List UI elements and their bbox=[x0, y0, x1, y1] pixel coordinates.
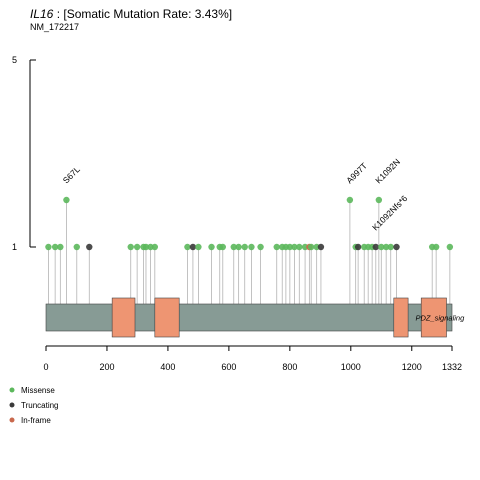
y-tick-label: 5 bbox=[12, 55, 17, 65]
mutation-point bbox=[73, 243, 80, 251]
mutation-point bbox=[257, 243, 264, 251]
x-tick-label: 1000 bbox=[341, 362, 361, 372]
mutation-point bbox=[354, 243, 362, 251]
mutation-point bbox=[346, 196, 354, 204]
mutation-label: K1092N bbox=[373, 157, 402, 186]
mutation-point bbox=[86, 243, 93, 251]
x-tick-label: 400 bbox=[160, 362, 175, 372]
chart-title-gene: IL16 bbox=[30, 7, 54, 21]
mutation-point bbox=[219, 243, 226, 251]
mutation-point bbox=[63, 196, 70, 204]
legend-swatch bbox=[9, 387, 15, 393]
mutation-point bbox=[51, 243, 59, 251]
x-tick-label: 0 bbox=[43, 362, 48, 372]
x-tick-label: 600 bbox=[221, 362, 236, 372]
chart-title: IL16 : [Somatic Mutation Rate: 3.43%] bbox=[30, 7, 232, 21]
protein-domain bbox=[420, 297, 447, 338]
mutation-point bbox=[387, 243, 394, 251]
protein-domain bbox=[393, 297, 409, 338]
mutation-point bbox=[133, 243, 141, 251]
mutation-point bbox=[273, 243, 280, 251]
mutation-point bbox=[248, 243, 255, 251]
protein-track: PDZ_signaling bbox=[45, 297, 465, 338]
chart-subtitle: NM_172217 bbox=[30, 22, 79, 32]
lollipop-stems bbox=[48, 200, 451, 304]
x-tick-label: 1200 bbox=[402, 362, 422, 372]
mutation-point bbox=[317, 243, 325, 251]
x-tick-label: 200 bbox=[99, 362, 114, 372]
protein-domain bbox=[111, 297, 136, 338]
mutation-point bbox=[235, 243, 242, 251]
mutation-point bbox=[372, 243, 379, 251]
mutation-point bbox=[432, 243, 440, 251]
mutation-point bbox=[307, 243, 315, 251]
mutation-point bbox=[378, 243, 385, 251]
mutation-point bbox=[382, 243, 390, 251]
x-tick-label: 800 bbox=[282, 362, 297, 372]
mutation-point bbox=[189, 243, 197, 251]
mutation-point bbox=[151, 243, 159, 251]
mutation-point bbox=[45, 243, 52, 251]
mutation-point bbox=[230, 243, 237, 251]
mutation-point bbox=[127, 243, 134, 251]
mutation-point bbox=[446, 243, 454, 251]
mutation-point bbox=[184, 243, 191, 251]
protein-domain bbox=[154, 297, 180, 338]
mutation-point bbox=[375, 196, 383, 204]
lollipop-heads bbox=[45, 196, 454, 251]
legend: Missense Truncating In-frame bbox=[9, 386, 59, 425]
y-axis: 15 bbox=[12, 55, 36, 252]
mutation-point bbox=[57, 243, 64, 251]
mutation-point bbox=[195, 243, 202, 251]
x-axis: 0 200 400 600 800 1000 1200 1332 bbox=[43, 345, 462, 372]
mutation-point bbox=[241, 243, 248, 251]
domain-label: PDZ_signaling bbox=[415, 314, 465, 323]
mutation-label: A997T bbox=[344, 161, 369, 186]
legend-swatch bbox=[9, 417, 15, 423]
legend-swatch bbox=[9, 402, 15, 408]
legend-label: In-frame bbox=[21, 416, 51, 425]
y-tick-label: 1 bbox=[12, 242, 17, 252]
mutation-label: S67L bbox=[61, 164, 82, 185]
protein-backbone bbox=[45, 303, 453, 332]
mutation-point bbox=[393, 243, 400, 251]
mutation-point bbox=[291, 243, 298, 251]
mutation-point bbox=[286, 243, 294, 251]
mutation-point bbox=[142, 243, 150, 251]
chart-title-rest: : [Somatic Mutation Rate: 3.43%] bbox=[53, 7, 232, 21]
legend-label: Truncating bbox=[21, 401, 59, 410]
mutation-point bbox=[296, 243, 303, 251]
mutation-point bbox=[208, 243, 215, 251]
x-tick-label: 1332 bbox=[442, 362, 462, 372]
legend-label: Missense bbox=[21, 386, 55, 395]
